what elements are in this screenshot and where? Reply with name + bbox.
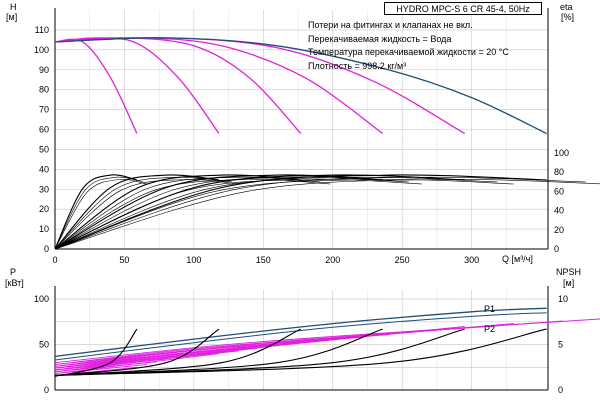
y-tick-label-left: 60 — [39, 125, 49, 135]
y-tick-label-left: 0 — [44, 385, 49, 395]
y-axis-label-power: P — [10, 267, 16, 277]
efficiency-curve-variant — [54, 176, 498, 250]
y-axis-label-head: H — [10, 2, 17, 12]
y-tick-label-right: 10 — [558, 294, 568, 304]
head-curve — [54, 37, 220, 134]
efficiency-curve — [54, 174, 301, 250]
efficiency-curve — [54, 174, 547, 250]
efficiency-curve-variant — [54, 176, 410, 250]
efficiency-curve-variant — [54, 176, 586, 250]
efficiency-curve — [54, 174, 138, 250]
y-tick-label-left: 0 — [44, 244, 49, 254]
efficiency-curve — [54, 174, 383, 250]
efficiency-curve-variant — [54, 179, 331, 250]
x-tick-label: 50 — [119, 255, 129, 265]
chart-title: HYDRO MPC-S 6 CR 45-4, 50Hz — [384, 2, 542, 15]
note-line: Потери на фитингах и клапанах не вкл. — [308, 20, 473, 30]
power-curve-pink — [54, 318, 600, 364]
head-curve — [54, 37, 302, 134]
y-tick-label-left: 50 — [39, 144, 49, 154]
y-tick-label-left: 70 — [39, 105, 49, 115]
power-curve-p1 — [54, 307, 547, 358]
efficiency-curve-variant — [54, 178, 147, 250]
axes — [54, 8, 549, 391]
head-curve-max — [54, 37, 547, 135]
power-curve-p2 — [54, 312, 547, 361]
y-tick-label-left: 40 — [39, 164, 49, 174]
y-tick-label-right: 100 — [554, 148, 569, 158]
efficiency-curve-variant — [54, 179, 600, 250]
y-tick-label-left: 20 — [39, 204, 49, 214]
y-tick-label-right: 60 — [554, 186, 564, 196]
y-tick-label-left: 110 — [35, 25, 49, 35]
efficiency-curve-variant — [54, 179, 514, 250]
curves — [54, 37, 600, 377]
x-tick-label: 0 — [52, 255, 57, 265]
note-line: Температура перекачиваемой жидкости = 20… — [308, 47, 509, 57]
y-axis-unit-power: [кВт] — [5, 278, 24, 288]
efficiency-curve — [54, 174, 465, 250]
x-tick-label: 200 — [325, 255, 340, 265]
y-tick-label-left: 80 — [39, 85, 49, 95]
series-label-p2: P2 — [484, 324, 495, 334]
y-tick-label-left: 100 — [34, 45, 49, 55]
x-tick-label: 150 — [256, 255, 271, 265]
y-tick-label-right: 0 — [558, 385, 563, 395]
npsh-curve — [54, 328, 220, 377]
y-axis-label-npsh: NPSH — [556, 267, 581, 277]
y-tick-label-right: 40 — [554, 206, 564, 216]
x-axis-label: Q [м³/ч] — [502, 254, 533, 264]
y-axis-unit-eta: [%] — [561, 12, 574, 22]
y-tick-label-right: 80 — [554, 167, 564, 177]
notes-block: Потери на фитингах и клапанах не вкл. Пе… — [308, 19, 509, 73]
y-tick-label-right: 20 — [554, 225, 564, 235]
x-tick-label: 250 — [395, 255, 410, 265]
y-axis-unit-head: [м] — [6, 12, 17, 22]
power-curve-pink — [54, 353, 219, 375]
efficiency-curve-variant — [54, 176, 321, 250]
head-curve — [54, 38, 138, 134]
y-axis-unit-npsh: [м] — [563, 278, 574, 288]
x-tick-label: 100 — [186, 255, 201, 265]
efficiency-curve — [54, 174, 219, 250]
y-tick-label-left: 100 — [34, 294, 49, 304]
y-tick-label-left: 90 — [39, 65, 49, 75]
y-tick-label-right: 5 — [558, 340, 563, 350]
efficiency-curve-variant — [54, 179, 423, 250]
note-line: Перекачиваемая жидкость = Вода — [308, 33, 452, 44]
x-tick-label: 300 — [464, 255, 479, 265]
y-tick-label-right: 0 — [554, 244, 559, 254]
y-tick-label-left: 10 — [39, 224, 49, 234]
series-label-p1: P1 — [484, 304, 495, 314]
y-axis-label-eta: eta — [560, 2, 573, 12]
note-line: Плотность = 998.2 кг/м³ — [308, 60, 407, 71]
y-tick-label-left: 50 — [39, 340, 49, 350]
npsh-curve — [54, 328, 547, 377]
head-curve — [54, 37, 384, 135]
y-tick-label-left: 30 — [39, 184, 49, 194]
